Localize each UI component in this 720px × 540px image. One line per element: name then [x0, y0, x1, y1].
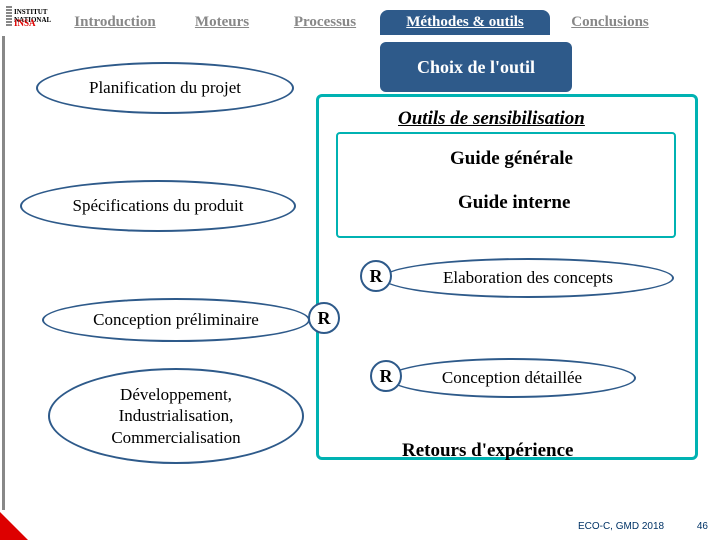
ellipse-developpement-label: Développement, Industrialisation, Commer… — [50, 384, 302, 448]
r-node-1: R — [360, 260, 392, 292]
ellipse-preliminaire-label: Conception préliminaire — [93, 310, 259, 330]
r-node-3: R — [370, 360, 402, 392]
logo-name: INSA — [14, 18, 36, 28]
tab-introduction[interactable]: Introduction — [56, 10, 174, 35]
r-node-2: R — [308, 302, 340, 334]
ellipse-detaillee: Conception détaillée — [388, 358, 636, 398]
r-node-1-label: R — [370, 266, 383, 287]
choix-outil-label: Choix de l'outil — [417, 57, 535, 78]
ellipse-planification-label: Planification du projet — [89, 78, 241, 98]
ellipse-developpement: Développement, Industrialisation, Commer… — [48, 368, 304, 464]
tab-bar: Introduction Moteurs Processus Méthodes … — [56, 10, 712, 35]
footer-page: 46 — [697, 521, 708, 532]
red-triangle — [0, 512, 28, 540]
tab-methodes[interactable]: Méthodes & outils — [380, 10, 550, 35]
ellipse-detaillee-label: Conception détaillée — [442, 368, 582, 388]
label-guide-generale: Guide générale — [450, 148, 573, 170]
slide-footer: ECO-C, GMD 2018 46 — [578, 521, 708, 532]
tab-conclusions[interactable]: Conclusions — [550, 10, 670, 35]
tab-processus[interactable]: Processus — [270, 10, 380, 35]
label-outils-sensibilisation: Outils de sensibilisation — [398, 108, 585, 130]
choix-outil-box: Choix de l'outil — [380, 42, 572, 92]
ellipse-specifications: Spécifications du produit — [20, 180, 296, 232]
label-guide-interne: Guide interne — [458, 192, 570, 214]
insa-logo: INSTITUT NATIONAL INSA — [6, 6, 50, 34]
ellipse-specifications-label: Spécifications du produit — [73, 196, 244, 216]
ellipse-planification: Planification du projet — [36, 62, 294, 114]
logo-stripes — [6, 6, 12, 34]
ellipse-concepts-label: Elaboration des concepts — [443, 268, 613, 288]
r-node-2-label: R — [318, 308, 331, 329]
tab-moteurs[interactable]: Moteurs — [174, 10, 270, 35]
label-retours: Retours d'expérience — [402, 440, 573, 462]
footer-text: ECO-C, GMD 2018 — [578, 521, 664, 532]
ellipse-preliminaire: Conception préliminaire — [42, 298, 310, 342]
vertical-bar — [2, 36, 5, 510]
r-node-3-label: R — [380, 366, 393, 387]
ellipse-concepts: Elaboration des concepts — [382, 258, 674, 298]
slide-canvas: INSTITUT NATIONAL INSA Introduction Mote… — [0, 0, 720, 540]
